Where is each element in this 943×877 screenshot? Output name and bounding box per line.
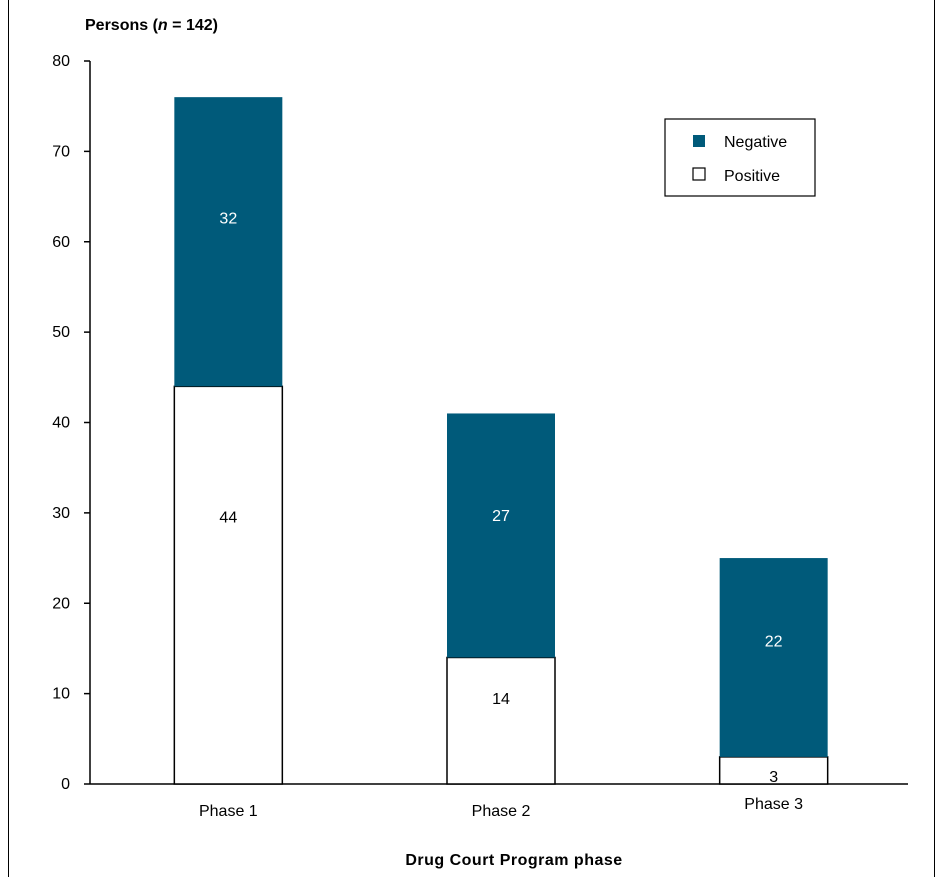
y-tick-label: 50: [52, 324, 70, 341]
legend-positive-label: Positive: [724, 168, 780, 185]
y-tick-label: 30: [52, 505, 70, 522]
bar-segment-negative-2: [447, 413, 555, 658]
data-label-negative-1: 32: [219, 211, 237, 228]
y-tick-label: 60: [52, 234, 70, 251]
legend: Negative Positive: [664, 118, 816, 197]
legend-negative-swatch: [693, 135, 705, 147]
x-tick-label: Phase 3: [744, 796, 803, 813]
bars: [173, 97, 829, 785]
y-tick-label: 40: [52, 415, 70, 432]
segment-labels: 44 32 14 27 3 22: [219, 211, 782, 786]
y-tick-label: 80: [52, 53, 70, 70]
legend-box: [664, 118, 816, 197]
data-label-positive-2: 14: [492, 691, 510, 708]
bar-segment-positive-1: [173, 385, 284, 785]
x-tick-label: Phase 2: [472, 803, 531, 820]
y-tick-label: 70: [52, 143, 70, 160]
x-axis-title: Drug Court Program phase: [405, 852, 622, 869]
legend-negative-label: Negative: [724, 134, 787, 151]
chart-frame: [8, 0, 935, 877]
y-tick-label: 20: [52, 595, 70, 612]
x-tick-label: Phase 1: [199, 803, 258, 820]
x-tick-labels: Phase 1 Phase 2 Phase 3: [199, 796, 803, 820]
bar-segment-positive-2: [446, 656, 556, 785]
y-tick-label: 0: [61, 776, 70, 793]
y-tick-label: 10: [52, 686, 70, 703]
bar-segment-positive-3: [718, 756, 829, 785]
legend-positive-swatch: [692, 167, 706, 181]
bar-segment-negative-3: [719, 558, 828, 757]
bar-segment-negative-1: [174, 97, 283, 387]
data-label-positive-3: 3: [769, 769, 778, 786]
data-label-negative-3: 22: [765, 634, 783, 651]
data-label-positive-1: 44: [219, 510, 237, 527]
y-axis-title: Persons (n = 142): [85, 17, 218, 34]
data-label-negative-2: 27: [492, 508, 510, 525]
